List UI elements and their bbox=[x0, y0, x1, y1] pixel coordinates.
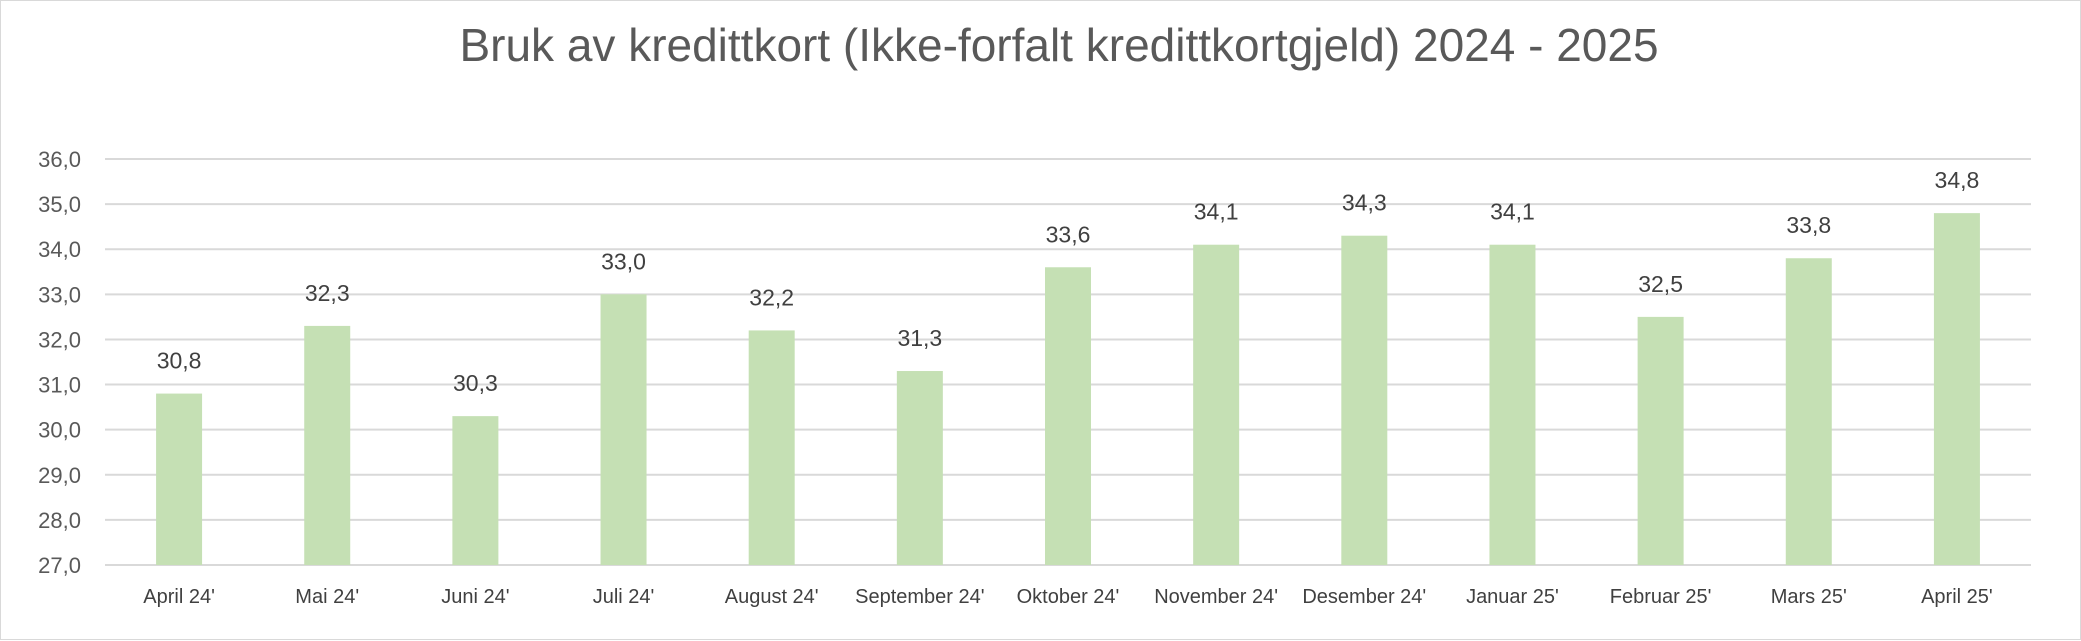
x-tick-label: Januar 25' bbox=[1466, 586, 1559, 608]
data-label: 34,1 bbox=[1490, 199, 1535, 225]
x-tick-label: November 24' bbox=[1154, 586, 1278, 608]
y-tick-label: 30,0 bbox=[38, 418, 81, 443]
bar bbox=[1489, 244, 1536, 565]
y-axis-ticks: 27,0 28,0 29,0 30,0 31,0 32,0 33,0 34,0 35,0 36,0 bbox=[38, 147, 81, 578]
x-tick-label: Desember 24' bbox=[1302, 586, 1426, 608]
y-tick-label: 34,0 bbox=[38, 237, 81, 262]
y-tick-label: 29,0 bbox=[38, 463, 81, 488]
data-label: 33,6 bbox=[1046, 221, 1091, 247]
x-tick-label: April 25' bbox=[1921, 586, 1993, 608]
data-label: 32,3 bbox=[305, 280, 350, 306]
bar bbox=[1045, 267, 1091, 565]
data-label: 33,8 bbox=[1786, 212, 1831, 238]
x-tick-label: Mars 25' bbox=[1771, 586, 1847, 608]
y-tick-label: 32,0 bbox=[38, 327, 81, 352]
data-label: 30,8 bbox=[157, 348, 202, 374]
data-label: 30,3 bbox=[453, 370, 498, 396]
bar bbox=[896, 371, 943, 565]
bar bbox=[156, 393, 203, 565]
x-tick-label: Oktober 24' bbox=[1017, 586, 1120, 608]
chart-title: Bruk av kredittkort (Ikke-forfalt kredit… bbox=[459, 19, 1658, 71]
data-label: 34,3 bbox=[1342, 190, 1387, 216]
data-labels: 30,8 32,3 30,3 33,0 32,2 31,3 33,6 34,1 34,3 34,1… bbox=[157, 167, 1980, 396]
x-tick-label: April 24' bbox=[143, 586, 215, 608]
y-tick-label: 28,0 bbox=[38, 508, 81, 533]
bar bbox=[1341, 235, 1388, 565]
bars bbox=[156, 213, 1980, 565]
y-tick-label: 36,0 bbox=[38, 147, 81, 172]
x-tick-label: Juli 24' bbox=[593, 586, 655, 608]
data-label: 33,0 bbox=[601, 248, 646, 274]
bar bbox=[600, 294, 647, 565]
data-label: 32,2 bbox=[749, 284, 794, 310]
data-label: 34,8 bbox=[1935, 167, 1980, 193]
bar bbox=[748, 330, 795, 565]
bar bbox=[452, 416, 499, 565]
x-axis-ticks: April 24' Mai 24' Juni 24' Juli 24' August 2… bbox=[143, 586, 1992, 608]
x-tick-label: Mai 24' bbox=[295, 586, 359, 608]
x-tick-label: August 24' bbox=[725, 586, 819, 608]
data-label: 32,5 bbox=[1638, 271, 1683, 297]
y-tick-label: 33,0 bbox=[38, 282, 81, 307]
bar bbox=[304, 325, 351, 565]
y-tick-label: 31,0 bbox=[38, 373, 81, 398]
bar bbox=[1933, 213, 1980, 565]
bar bbox=[1193, 244, 1240, 565]
x-tick-label: Juni 24' bbox=[441, 586, 509, 608]
data-label: 34,1 bbox=[1194, 199, 1239, 225]
bar bbox=[1785, 258, 1832, 565]
bar bbox=[1637, 316, 1684, 565]
y-tick-label: 27,0 bbox=[38, 553, 81, 578]
x-tick-label: September 24' bbox=[855, 586, 984, 608]
x-tick-label: Februar 25' bbox=[1610, 586, 1712, 608]
data-label: 31,3 bbox=[897, 325, 942, 351]
y-tick-label: 35,0 bbox=[38, 192, 81, 217]
